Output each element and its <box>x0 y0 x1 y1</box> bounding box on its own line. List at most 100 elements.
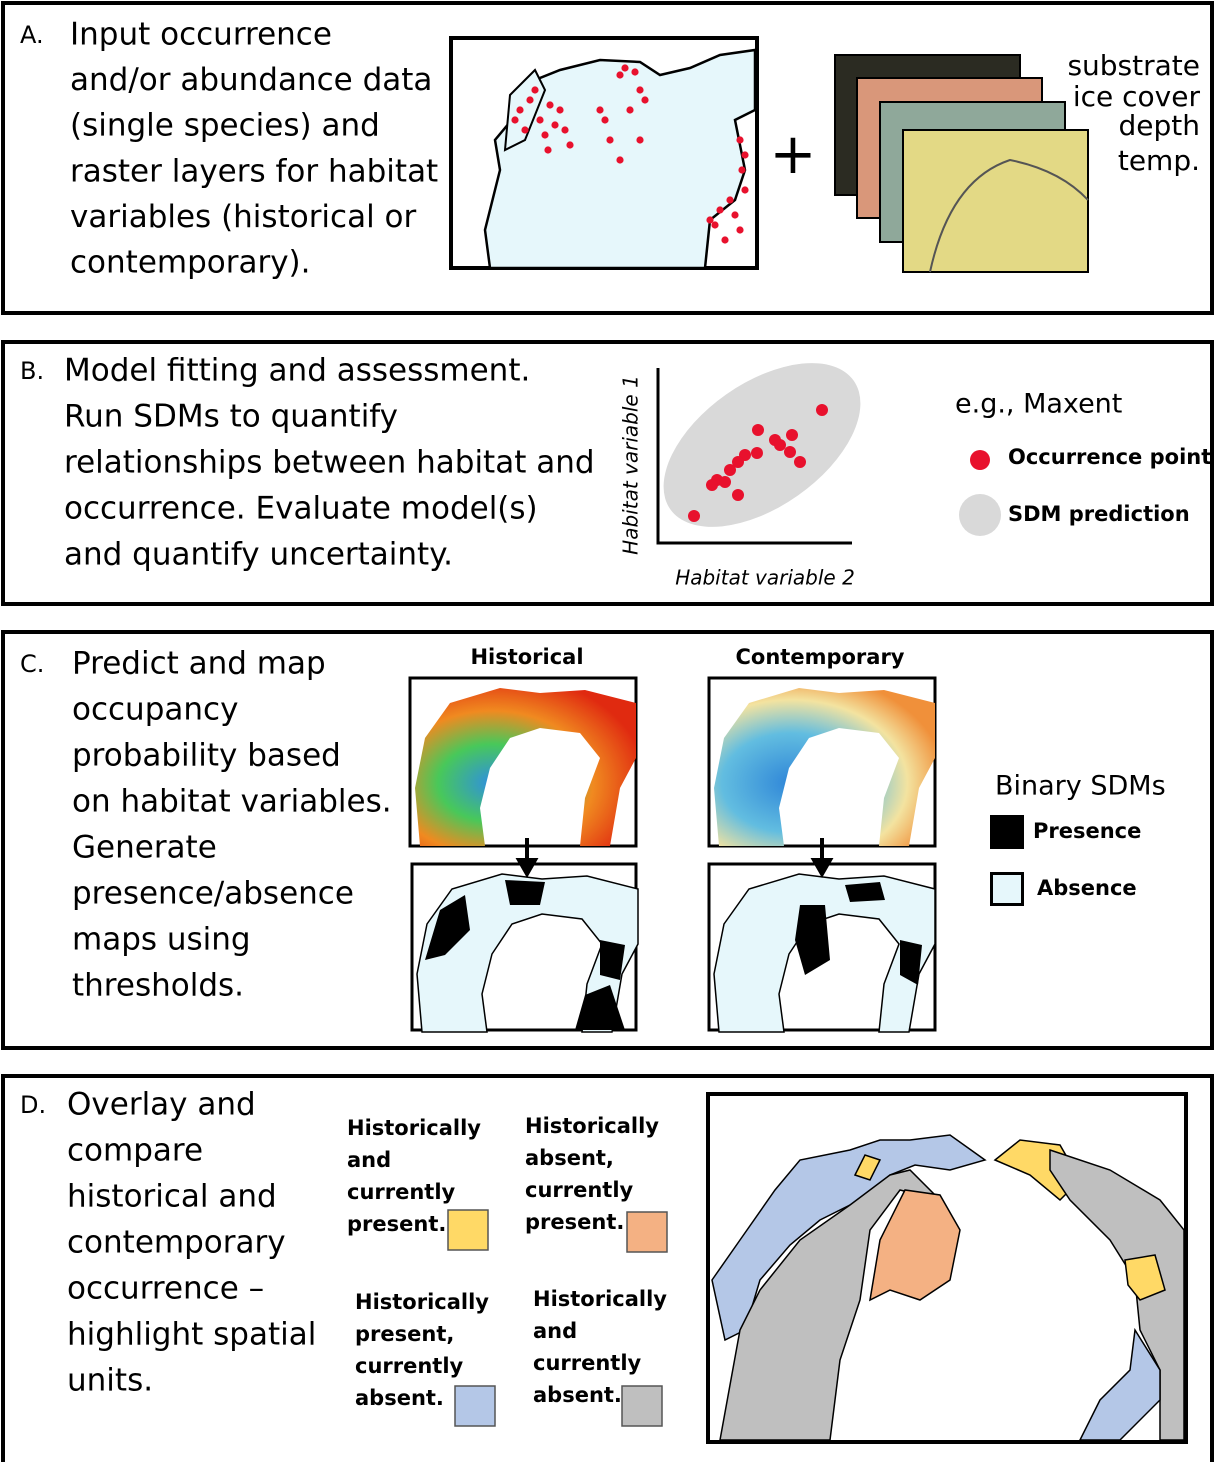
panel-c-shape <box>990 815 1024 849</box>
occurrence-dot <box>621 64 628 71</box>
panel-text: presence/absence <box>72 876 354 912</box>
occurrence-dot <box>688 510 700 522</box>
occurrence-dot <box>732 489 744 501</box>
occurrence-dot <box>531 86 538 93</box>
axis-label: Habitat variable 1 <box>619 375 643 555</box>
legend-label: Historically <box>525 1114 659 1138</box>
occurrence-dot <box>736 136 743 143</box>
occurrence-dot <box>636 86 643 93</box>
panel-c-shape <box>992 874 1023 905</box>
legend-label: SDM prediction <box>1008 502 1190 526</box>
occurrence-dot <box>606 136 613 143</box>
panel-text: occurrence – <box>67 1271 264 1307</box>
legend-label: present. <box>525 1210 624 1234</box>
occurrence-dot <box>751 447 763 459</box>
legend-label: present, <box>355 1322 454 1346</box>
panel-text: thresholds. <box>72 968 244 1004</box>
panel-text: maps using <box>72 922 251 958</box>
legend-label: Occurrence point <box>1008 445 1211 469</box>
panel-d-shape <box>622 1386 662 1426</box>
occurrence-dot <box>556 106 563 113</box>
legend-label: currently <box>355 1354 464 1378</box>
axis-label: Habitat variable 2 <box>675 566 855 590</box>
legend-label: absent. <box>355 1386 444 1410</box>
occurrence-dot <box>716 206 723 213</box>
occurrence-dot <box>752 424 764 436</box>
occurrence-dot <box>521 126 528 133</box>
occurrence-dot <box>566 141 573 148</box>
occurrence-dot <box>786 429 798 441</box>
panel-text: and quantify uncertainty. <box>64 537 453 573</box>
panel-text: Predict and map <box>72 646 326 682</box>
occurrence-dot <box>706 216 713 223</box>
panel-text: variables (historical or <box>70 199 417 235</box>
panel-text: (single species) and <box>70 108 380 144</box>
panel-text: compare <box>67 1133 203 1169</box>
occurrence-dot <box>784 446 796 458</box>
legend-title: Binary SDMs <box>995 771 1166 802</box>
occurrence-dot <box>794 456 806 468</box>
panel-label: B. <box>20 357 44 385</box>
occurrence-dot <box>719 476 731 488</box>
panel-text: relationships between habitat and <box>64 445 595 481</box>
panel-text: Run SDMs to quantify <box>64 399 398 435</box>
legend-label: and <box>533 1319 577 1343</box>
panel-text: contemporary <box>67 1225 286 1261</box>
panel-label: D. <box>20 1091 46 1119</box>
legend-label: Historically <box>347 1116 481 1140</box>
panel-b-shape <box>959 494 1001 536</box>
map-title: Contemporary <box>736 645 905 669</box>
occurrence-dot <box>596 106 603 113</box>
legend-title: e.g., Maxent <box>955 389 1122 420</box>
occurrence-dot <box>636 136 643 143</box>
occurrence-dot <box>741 186 748 193</box>
panel-text: Model fitting and assessment. <box>64 353 530 389</box>
panel-text: historical and <box>67 1179 277 1215</box>
occurrence-dot <box>721 236 728 243</box>
occurrence-dot <box>741 151 748 158</box>
panel-text: occupancy <box>72 692 238 728</box>
occurrence-dot <box>541 131 548 138</box>
occurrence-dot <box>731 211 738 218</box>
map-title: Historical <box>470 645 583 669</box>
occurrence-dot <box>616 71 623 78</box>
legend-label: currently <box>533 1351 642 1375</box>
panel-a-shape: + <box>770 122 817 187</box>
occurrence-dot <box>616 156 623 163</box>
occurrence-dot <box>706 479 718 491</box>
occurrence-dot <box>736 226 743 233</box>
panel-text: units. <box>67 1363 153 1399</box>
occurrence-dot <box>631 68 638 75</box>
panel-a-shape <box>903 130 1088 272</box>
panel-d-shape <box>627 1212 667 1252</box>
legend-label: Presence <box>1033 819 1141 843</box>
occurrence-dot <box>546 101 553 108</box>
occurrence-dot <box>601 116 608 123</box>
occurrence-dot <box>738 166 745 173</box>
legend-label: absent. <box>533 1383 622 1407</box>
panel-label: C. <box>20 650 44 678</box>
occurrence-dot <box>551 121 558 128</box>
figure: + <box>0 0 1215 1462</box>
legend-label: absent, <box>525 1146 614 1170</box>
panel-d-shape <box>448 1210 488 1250</box>
panel-label: A. <box>20 21 44 49</box>
layer-label: substrate <box>1067 49 1200 82</box>
occurrence-dot <box>641 96 648 103</box>
occurrence-dot <box>544 146 551 153</box>
layer-label: depth <box>1119 109 1201 142</box>
legend-label: and <box>347 1148 391 1172</box>
occurrence-dot <box>774 439 786 451</box>
occurrence-dot <box>626 106 633 113</box>
legend-label: Historically <box>533 1287 667 1311</box>
panel-text: Overlay and <box>67 1087 256 1123</box>
panel-text: contemporary). <box>70 245 311 281</box>
layer-label: temp. <box>1118 144 1200 177</box>
occurrence-dot <box>724 464 736 476</box>
panel-text: occurrence. Evaluate model(s) <box>64 491 538 527</box>
occurrence-dot <box>816 404 828 416</box>
legend-label: currently <box>525 1178 634 1202</box>
legend-label: currently <box>347 1180 456 1204</box>
panel-text: on habitat variables. <box>72 784 392 820</box>
panel-text: probability based <box>72 738 341 774</box>
